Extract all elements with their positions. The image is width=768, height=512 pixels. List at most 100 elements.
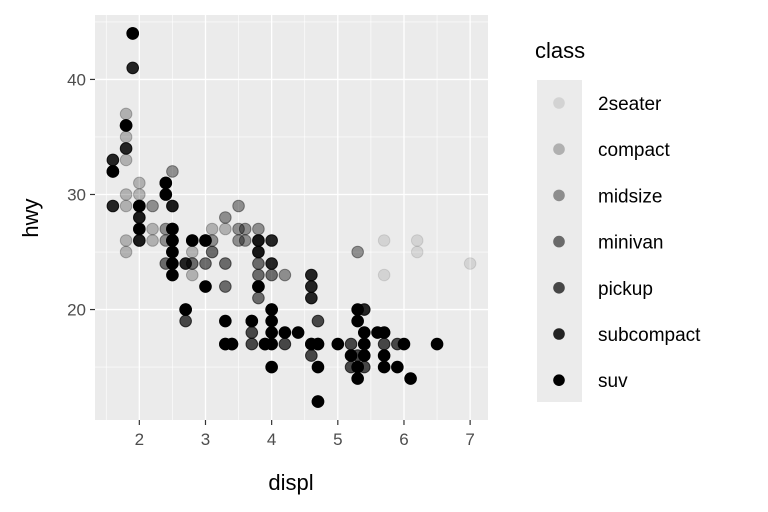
- x-tick-label: 6: [399, 430, 408, 449]
- point-suv: [351, 303, 364, 316]
- point-compact: [119, 245, 133, 259]
- point-suv: [357, 337, 371, 351]
- point-suv: [133, 199, 146, 213]
- point-pickup: [377, 337, 391, 351]
- point-subcompact: [252, 234, 265, 247]
- point-suv: [106, 165, 120, 178]
- point-suv: [265, 326, 278, 339]
- legend-label-minivan: minivan: [598, 233, 663, 254]
- point-midsize: [232, 222, 245, 236]
- point-suv: [265, 303, 278, 316]
- legend-label-pickup: pickup: [598, 279, 653, 300]
- point-2seater: [377, 234, 391, 247]
- point-suv: [291, 326, 305, 339]
- point-suv: [391, 360, 404, 374]
- point-suv: [219, 314, 232, 328]
- point-subcompact: [106, 199, 120, 213]
- legend-key-subcompact: [553, 328, 565, 340]
- point-2seater: [410, 245, 424, 259]
- legend-label-subcompact: subcompact: [598, 325, 701, 346]
- point-compact: [119, 199, 133, 213]
- point-subcompact: [126, 61, 140, 75]
- point-midsize: [278, 268, 292, 282]
- point-subcompact: [265, 234, 278, 247]
- point-pickup: [278, 337, 292, 351]
- point-suv: [351, 360, 364, 374]
- point-compact: [146, 234, 159, 247]
- point-suv: [265, 314, 278, 328]
- point-compact: [185, 268, 199, 282]
- point-subcompact: [119, 142, 133, 155]
- point-suv: [133, 222, 146, 236]
- point-suv: [344, 349, 358, 362]
- point-midsize: [232, 234, 245, 247]
- legend-label-suv: suv: [598, 371, 628, 392]
- point-suv: [166, 245, 179, 259]
- point-pickup: [245, 326, 259, 339]
- point-suv: [119, 119, 133, 132]
- point-suv: [219, 337, 232, 351]
- point-suv: [377, 349, 391, 362]
- point-suv: [265, 360, 278, 374]
- point-minivan: [199, 257, 212, 270]
- point-suv: [166, 222, 179, 236]
- point-compact: [205, 245, 219, 259]
- point-suv: [179, 303, 192, 316]
- point-midsize: [205, 245, 219, 259]
- point-minivan: [252, 291, 265, 305]
- point-minivan: [219, 280, 232, 293]
- point-suv: [185, 234, 199, 247]
- point-subcompact: [305, 291, 318, 305]
- point-pickup: [344, 337, 358, 351]
- point-suv: [357, 349, 371, 362]
- point-suv: [159, 188, 173, 201]
- point-suv: [371, 326, 384, 339]
- point-compact: [119, 188, 133, 201]
- point-suv: [199, 234, 212, 247]
- point-suv: [357, 326, 371, 339]
- point-pickup: [179, 314, 192, 328]
- point-midsize: [238, 234, 252, 247]
- point-suv: [166, 234, 179, 247]
- point-suv: [311, 360, 325, 374]
- x-tick-label: 2: [135, 430, 144, 449]
- point-suv: [166, 257, 179, 270]
- y-tick-label: 40: [67, 70, 86, 89]
- point-suv: [159, 176, 173, 190]
- point-midsize: [146, 199, 159, 213]
- y-tick-label: 30: [67, 185, 86, 204]
- point-suv: [397, 337, 411, 351]
- x-tick-label: 3: [201, 430, 210, 449]
- point-suv: [126, 27, 140, 40]
- point-suv: [166, 268, 179, 282]
- point-subcompact: [133, 211, 146, 224]
- point-compact: [185, 245, 199, 259]
- point-compact: [119, 153, 133, 167]
- point-suv: [404, 372, 417, 385]
- plot-panel: [95, 15, 488, 420]
- legend-key-compact: [553, 143, 565, 155]
- point-suv: [258, 337, 272, 351]
- point-pickup: [311, 314, 325, 328]
- y-axis-title: hwy: [18, 198, 43, 237]
- point-midsize: [252, 222, 265, 236]
- point-compact: [119, 130, 133, 144]
- point-suv: [199, 280, 212, 293]
- point-pickup: [305, 349, 318, 362]
- point-suv: [351, 314, 364, 328]
- legend-key-pickup: [553, 282, 565, 294]
- legend-title: class: [535, 38, 585, 63]
- point-suv: [311, 395, 325, 408]
- legend-label-compact: compact: [598, 140, 671, 161]
- point-subcompact: [166, 199, 179, 213]
- point-minivan: [252, 268, 265, 282]
- point-subcompact: [252, 245, 265, 259]
- point-suv: [278, 326, 292, 339]
- y-tick-label: 20: [67, 301, 86, 320]
- point-suv: [377, 360, 391, 374]
- legend-label-2seater: 2seater: [598, 94, 662, 115]
- point-suv: [351, 372, 364, 385]
- point-2seater: [463, 257, 477, 270]
- point-subcompact: [179, 257, 192, 270]
- point-minivan: [219, 257, 232, 270]
